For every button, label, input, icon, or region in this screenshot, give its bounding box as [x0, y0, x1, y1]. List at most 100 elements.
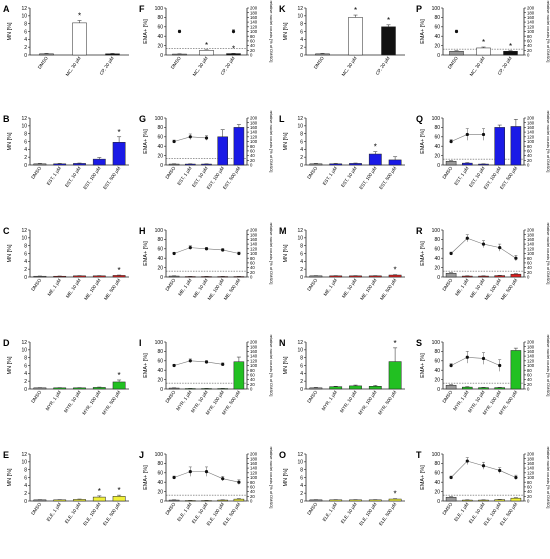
- category-label: ME, 10 µM: [341, 278, 358, 299]
- bar: [112, 496, 126, 502]
- y2-tick-label: 80: [527, 34, 532, 39]
- y2-tick-label: 40: [527, 265, 532, 270]
- y2-tick-label: 60: [527, 149, 532, 154]
- category-label: ELE, 1 µM: [176, 502, 193, 523]
- panel-letter: F: [139, 4, 145, 14]
- panel-A: A MN [%] 0 2 4 6 810 12 DMSO * MC, 30 µM CP, 20 µM: [3, 4, 129, 77]
- y-tick-label: 40: [434, 34, 440, 40]
- y-tick-label: 20: [434, 377, 440, 383]
- y2-tick-label: 60: [527, 485, 532, 490]
- bar: [478, 387, 489, 390]
- y2-tick-label: 80: [527, 144, 532, 149]
- y-tick-label: 12: [21, 340, 27, 346]
- y-tick-label: 80: [157, 461, 163, 467]
- category-label: ME, 10 µM: [469, 278, 486, 299]
- y-tick-label: 60: [434, 359, 440, 365]
- y-tick-label: 10: [21, 348, 27, 354]
- y2-tick-label: 200: [527, 228, 535, 233]
- y-tick-label: 80: [434, 349, 440, 355]
- y-tick-label: 40: [157, 256, 163, 262]
- category-label: EST, 10 µM: [468, 166, 486, 189]
- bar: [168, 163, 180, 166]
- y-tick-label: 40: [434, 256, 440, 262]
- bar: [462, 162, 473, 166]
- y-tick-label: 6: [24, 251, 27, 257]
- y-tick-label: 0: [24, 53, 27, 59]
- bar: [510, 350, 522, 390]
- y-tick-label: 8: [300, 467, 303, 473]
- panel-K: K MN [%] 0 2 4 6 810 12 DMSO * MC, 30 µM * CP, 20 µM: [279, 4, 405, 77]
- y-tick-label: 4: [24, 259, 27, 265]
- y2-tick-label: 60: [527, 373, 532, 378]
- y2-tick-label: 200: [527, 6, 535, 11]
- nuclei-point: [465, 355, 469, 359]
- y-tick-label: 12: [21, 116, 27, 122]
- category-label: DMSO: [37, 55, 49, 70]
- y2-tick-label: 180: [250, 344, 258, 349]
- y-tick-label: 6: [24, 475, 27, 481]
- bar: [449, 50, 464, 56]
- y-tick-label: 40: [157, 34, 163, 40]
- y-tick-label: 2: [300, 45, 303, 51]
- y-tick-label: 2: [24, 491, 27, 497]
- y-tick-label: 40: [434, 144, 440, 150]
- category-label: DMSO: [164, 277, 176, 292]
- y-axis-label: MN [%]: [7, 22, 13, 41]
- y2-tick-label: 60: [527, 261, 532, 266]
- y-tick-label: 8: [24, 467, 27, 473]
- y-tick-label: 60: [157, 247, 163, 253]
- nuclei-point: [449, 251, 453, 256]
- y2-tick-label: 0: [527, 163, 530, 168]
- category-label: CP, 20 µM: [220, 56, 236, 76]
- y-tick-label: 100: [155, 116, 164, 122]
- y-tick-label: 80: [157, 125, 163, 131]
- y2-tick-label: 180: [250, 232, 258, 237]
- bar: [73, 387, 86, 390]
- y-tick-label: 12: [297, 228, 303, 234]
- bar: [33, 387, 47, 390]
- bar: [445, 496, 457, 502]
- significance-star: *: [98, 487, 101, 496]
- y-tick-label: 0: [24, 387, 27, 393]
- y-tick-label: 100: [155, 228, 164, 234]
- nuclei-point: [514, 475, 518, 480]
- category-label: DMSO: [441, 165, 453, 180]
- y2-tick-label: 120: [250, 134, 258, 139]
- y-tick-label: 60: [157, 135, 163, 141]
- category-label: ME, 1 µM: [323, 278, 339, 297]
- bar: [388, 498, 402, 502]
- significance-star: *: [374, 143, 377, 152]
- y-tick-label: 40: [434, 368, 440, 374]
- bar: [503, 50, 518, 56]
- bar: [478, 275, 489, 278]
- category-label: EST, 100 µM: [358, 166, 377, 191]
- bar: [329, 499, 343, 502]
- category-label: MYR, 10 µM: [339, 390, 358, 414]
- y2-tick-label: 20: [250, 382, 255, 387]
- y-tick-label: 20: [157, 43, 163, 49]
- bar: [226, 53, 241, 56]
- category-label: ME, 500 µM: [500, 278, 518, 301]
- y-tick-label: 0: [24, 275, 27, 281]
- y-tick-label: 10: [297, 236, 303, 242]
- y2-tick-label: 60: [250, 261, 255, 266]
- y-tick-label: 20: [434, 43, 440, 49]
- y2-tick-label: 60: [250, 39, 255, 44]
- y-tick-label: 0: [160, 499, 163, 505]
- y2-tick-label: 80: [250, 34, 255, 39]
- nuclei-point: [204, 360, 209, 364]
- y2-tick-label: 160: [250, 125, 258, 130]
- significance-star: *: [394, 266, 397, 275]
- y-tick-label: 80: [434, 15, 440, 21]
- y2-tick-label: 100: [250, 251, 258, 256]
- category-label: MC, 30 µM: [192, 56, 209, 77]
- y-tick-label: 12: [297, 6, 303, 12]
- bar: [445, 272, 457, 278]
- y2-tick-label: 200: [527, 452, 535, 457]
- y2-tick-label: 120: [527, 246, 535, 251]
